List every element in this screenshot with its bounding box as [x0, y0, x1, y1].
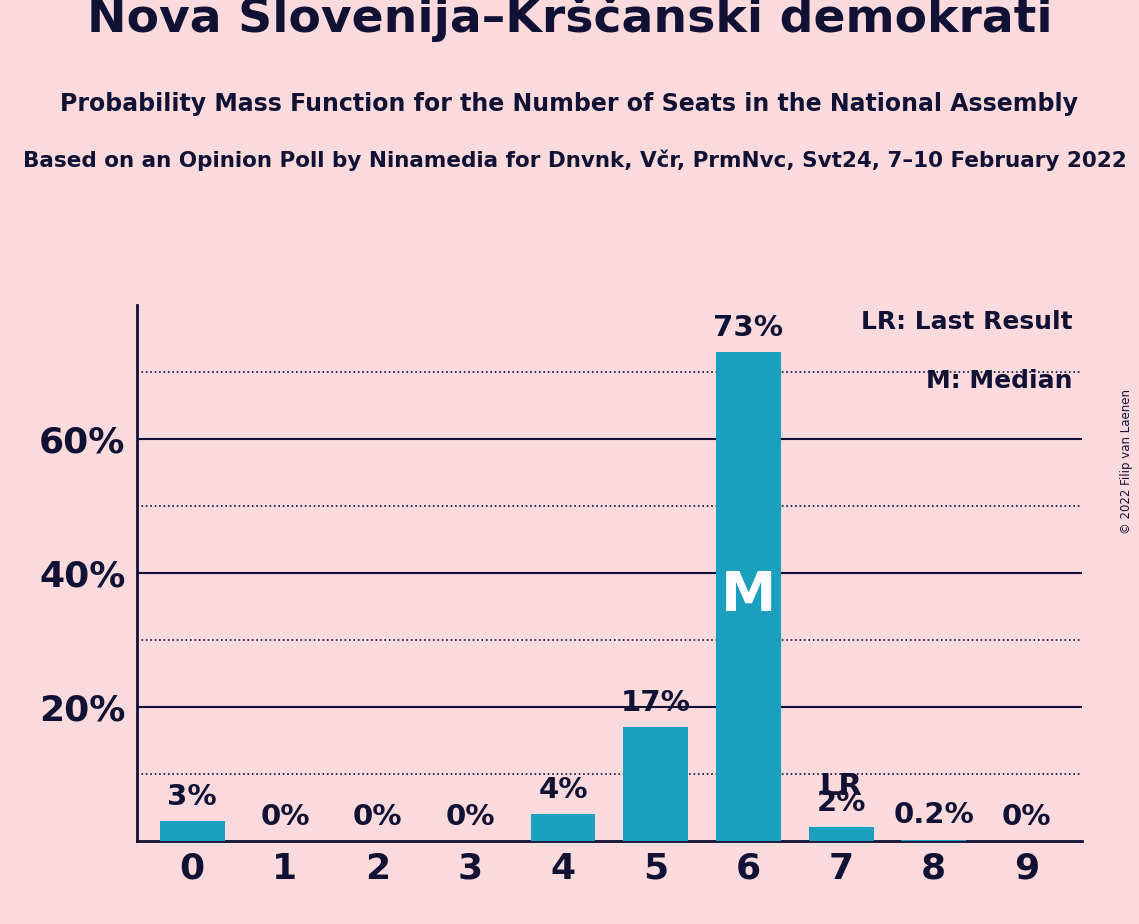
Text: 0%: 0% — [260, 803, 310, 831]
Bar — [159, 821, 224, 841]
Text: 2%: 2% — [817, 789, 866, 818]
Bar — [623, 727, 688, 841]
Text: 73%: 73% — [713, 314, 784, 342]
Text: Based on an Opinion Poll by Ninamedia for Dnvnk, Včr, PrmNvc, Svt24, 7–10 Februa: Based on an Opinion Poll by Ninamedia fo… — [23, 150, 1126, 171]
Text: Probability Mass Function for the Number of Seats in the National Assembly: Probability Mass Function for the Number… — [60, 91, 1079, 116]
Text: 4%: 4% — [539, 776, 588, 804]
Text: 0%: 0% — [445, 803, 495, 831]
Text: M: Median: M: Median — [926, 370, 1073, 394]
Text: LR: Last Result: LR: Last Result — [861, 310, 1073, 334]
Bar — [716, 352, 781, 841]
Bar — [809, 828, 874, 841]
Text: © 2022 Filip van Laenen: © 2022 Filip van Laenen — [1121, 390, 1133, 534]
Text: 0%: 0% — [1001, 803, 1051, 831]
Text: Nova Slovenija–Krščanski demokrati: Nova Slovenija–Krščanski demokrati — [87, 0, 1052, 42]
Bar — [531, 814, 596, 841]
Bar — [901, 840, 966, 841]
Text: M: M — [721, 569, 776, 624]
Text: 0.2%: 0.2% — [893, 801, 974, 830]
Text: 3%: 3% — [167, 783, 218, 810]
Text: LR: LR — [820, 772, 862, 800]
Text: 0%: 0% — [353, 803, 402, 831]
Text: 17%: 17% — [621, 689, 690, 717]
